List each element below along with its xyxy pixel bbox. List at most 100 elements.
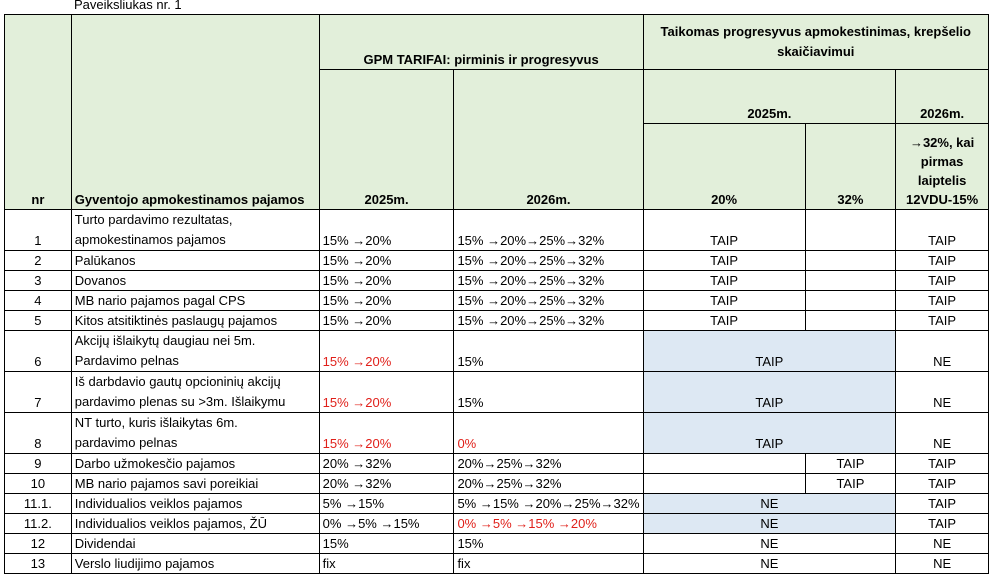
row-rate-2026: 15% — [453, 330, 644, 372]
row-prog-2025: TAIP — [642, 371, 897, 413]
table-row: 13 Verslo liudijimo pajamos fix fix NE N… — [4, 553, 989, 574]
header-gpm-2026: 2026m. — [453, 69, 644, 210]
row-nr: 11.1. — [4, 493, 72, 514]
row-prog-20: TAIP — [642, 310, 806, 331]
row-nr: 5 — [4, 310, 72, 331]
row-nr: 13 — [4, 553, 72, 574]
row-income: Akcijų išlaikytų daugiau nei 5m. Pardavim… — [70, 330, 320, 372]
row-prog-2026: TAIP — [895, 310, 989, 331]
table-row: 10 MB nario pajamos savi poreikiai 20% →… — [4, 473, 989, 494]
table-row: 3 Dovanos 15% →20% 15% →20%→25%→32% TAIP… — [4, 270, 989, 291]
row-prog-2026: TAIP — [895, 493, 989, 514]
row-income: Palūkanos — [70, 250, 320, 271]
row-rate-2026: 20%→25%→32% — [453, 453, 644, 474]
table-row: 5 Kitos atsitiktinės paslaugų pajamos 15… — [4, 310, 989, 331]
row-rate-2026: 15% — [453, 371, 644, 413]
row-nr: 2 — [4, 250, 72, 271]
row-income: Dividendai — [70, 533, 320, 554]
row-prog-20 — [642, 473, 806, 494]
row-income: Kitos atsitiktinės paslaugų pajamos — [70, 310, 320, 331]
row-rate-2026: 0% →5% →15% →20% — [453, 513, 644, 534]
table-row: 2 Palūkanos 15% →20% 15% →20%→25%→32% TA… — [4, 250, 989, 271]
header-income: Gyventojo apmokestinamos pajamos — [70, 14, 320, 210]
row-prog-32 — [804, 310, 897, 331]
tax-table: nr Gyventojo apmokestinamos pajamos GPM … — [4, 14, 989, 574]
row-prog-2026: NE — [895, 412, 989, 454]
row-prog-32 — [804, 250, 897, 271]
row-nr: 6 — [4, 330, 72, 372]
row-rate-2025: 0% →5% →15% — [318, 513, 455, 534]
table-row: 12 Dividendai 15% 15% NE NE — [4, 533, 989, 554]
row-prog-2026: TAIP — [895, 453, 989, 474]
row-rate-2025: 20% →32% — [318, 473, 455, 494]
header-20pct: 20% — [642, 123, 806, 210]
row-rate-2025: 15% →20% — [318, 250, 455, 271]
row-prog-20: TAIP — [642, 270, 806, 291]
row-rate-2026: 15% →20%→25%→32% — [453, 209, 644, 251]
row-prog-2025: TAIP — [642, 412, 897, 454]
row-prog-32 — [804, 290, 897, 311]
table-row: 11.2. Individualios veiklos pajamos, ŽŪ … — [4, 513, 989, 534]
row-prog-2026: NE — [895, 371, 989, 413]
row-nr: 8 — [4, 412, 72, 454]
row-income: Individualios veiklos pajamos — [70, 493, 320, 514]
row-nr: 1 — [4, 209, 72, 251]
header-nr: nr — [4, 14, 72, 210]
row-rate-2025: 15% →20% — [318, 412, 455, 454]
row-rate-2025: 20% →32% — [318, 453, 455, 474]
row-prog-2026: TAIP — [895, 250, 989, 271]
row-prog-32: TAIP — [804, 453, 897, 474]
row-rate-2025: 15% →20% — [318, 310, 455, 331]
table-row: 1 Turto pardavimo rezultatas, apmokestina… — [4, 209, 989, 251]
row-nr: 7 — [4, 371, 72, 413]
row-prog-2025: NE — [642, 553, 897, 574]
row-rate-2026: 0% — [453, 412, 644, 454]
row-rate-2025: 15% →20% — [318, 371, 455, 413]
row-income: Iš darbdavio gautų opcioninių akcijų pard… — [70, 371, 320, 413]
row-rate-2026: 15% →20%→25%→32% — [453, 270, 644, 291]
header-progressive-group: Taikomas progresyvus apmokestinimas, kre… — [642, 14, 989, 70]
table-row: 6 Akcijų išlaikytų daugiau nei 5m. Pardav… — [4, 330, 989, 372]
row-rate-2026: 15% →20%→25%→32% — [453, 310, 644, 331]
row-income: Turto pardavimo rezultatas, apmokestinamo… — [70, 209, 320, 251]
row-prog-2026: TAIP — [895, 209, 989, 251]
row-income: Darbo užmokesčio pajamos — [70, 453, 320, 474]
row-rate-2025: 15% →20% — [318, 330, 455, 372]
row-prog-32 — [804, 209, 897, 251]
row-prog-20: TAIP — [642, 290, 806, 311]
row-income: Dovanos — [70, 270, 320, 291]
row-rate-2026: fix — [453, 553, 644, 574]
row-nr: 3 — [4, 270, 72, 291]
row-prog-2025: NE — [642, 533, 897, 554]
row-income: MB nario pajamos savi poreikiai — [70, 473, 320, 494]
row-rate-2025: 15% →20% — [318, 209, 455, 251]
row-income: MB nario pajamos pagal CPS — [70, 290, 320, 311]
row-nr: 11.2. — [4, 513, 72, 534]
row-prog-20: TAIP — [642, 250, 806, 271]
row-rate-2026: 15% →20%→25%→32% — [453, 290, 644, 311]
header-gpm-2025: 2025m. — [318, 69, 455, 210]
row-prog-2026: TAIP — [895, 270, 989, 291]
row-rate-2025: 15% →20% — [318, 270, 455, 291]
row-prog-2025: TAIP — [642, 330, 897, 372]
row-income: Individualios veiklos pajamos, ŽŪ — [70, 513, 320, 534]
row-prog-2026: NE — [895, 533, 989, 554]
row-income: NT turto, kuris išlaikytas 6m. pardavimo … — [70, 412, 320, 454]
row-prog-2025: NE — [642, 493, 897, 514]
row-rate-2025: 5% →15% — [318, 493, 455, 514]
row-rate-2025: 15% →20% — [318, 290, 455, 311]
row-rate-2026: 20%→25%→32% — [453, 473, 644, 494]
row-prog-20: TAIP — [642, 209, 806, 251]
row-rate-2026: 15% →20%→25%→32% — [453, 250, 644, 271]
table-row: 11.1. Individualios veiklos pajamos 5% →… — [4, 493, 989, 514]
table-row: 9 Darbo užmokesčio pajamos 20% →32% 20%→… — [4, 453, 989, 474]
row-nr: 12 — [4, 533, 72, 554]
row-prog-20 — [642, 453, 806, 474]
row-prog-2025: NE — [642, 513, 897, 534]
row-prog-2026: TAIP — [895, 290, 989, 311]
table-row: 8 NT turto, kuris išlaikytas 6m. pardavim… — [4, 412, 989, 454]
header-prog-2025: 2025m. — [642, 69, 897, 124]
row-nr: 10 — [4, 473, 72, 494]
row-prog-32 — [804, 270, 897, 291]
row-rate-2025: fix — [318, 553, 455, 574]
